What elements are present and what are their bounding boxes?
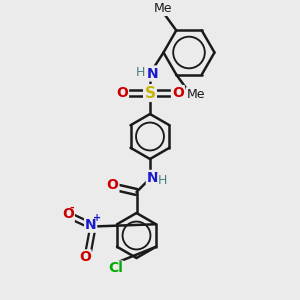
Text: O: O	[106, 178, 119, 192]
Text: N: N	[85, 218, 96, 232]
Text: H: H	[136, 65, 145, 79]
Text: +: +	[92, 213, 101, 223]
Text: -: -	[70, 202, 74, 212]
Text: O: O	[79, 250, 91, 264]
Text: S: S	[145, 85, 155, 100]
Text: N: N	[147, 67, 158, 80]
Text: O: O	[172, 86, 184, 100]
Text: N: N	[147, 171, 158, 184]
Text: Me: Me	[154, 2, 172, 15]
Text: O: O	[116, 86, 128, 100]
Text: O: O	[62, 208, 74, 221]
Text: H: H	[158, 174, 167, 188]
Text: Me: Me	[187, 88, 205, 101]
Text: Cl: Cl	[108, 262, 123, 275]
